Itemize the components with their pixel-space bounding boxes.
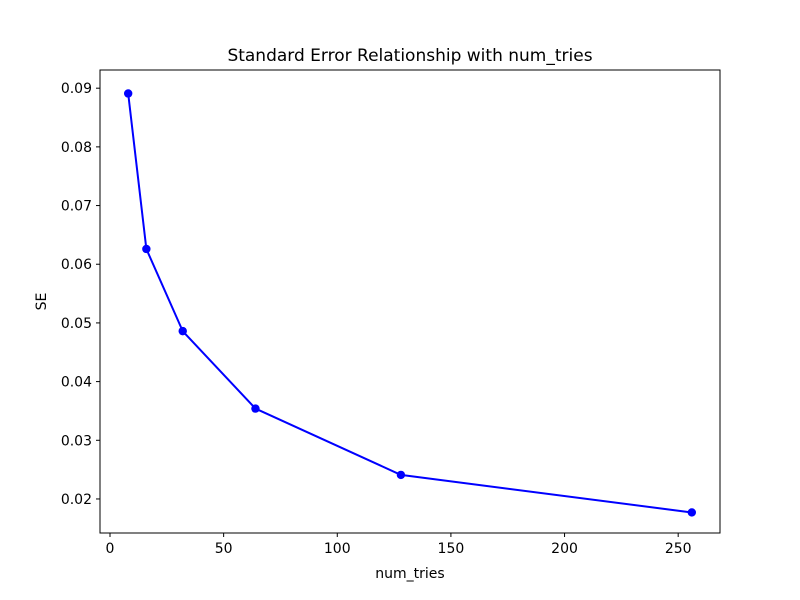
data-point xyxy=(142,244,151,254)
data-point xyxy=(687,508,697,517)
y-tick-label: 0.08 xyxy=(61,140,92,156)
data-point xyxy=(251,404,260,413)
y-tick-label: 0.05 xyxy=(61,316,92,332)
x-tick-label: 200 xyxy=(551,541,578,557)
x-tick-label: 100 xyxy=(324,541,351,557)
y-tick-label: 0.06 xyxy=(61,257,92,273)
chart-title: Standard Error Relationship with num_tri… xyxy=(227,46,592,66)
x-tick-label: 0 xyxy=(106,541,115,557)
x-tick-label: 250 xyxy=(665,541,692,557)
x-tick-label: 150 xyxy=(438,541,465,557)
y-axis-label: SE xyxy=(34,293,50,311)
data-series xyxy=(123,89,697,517)
data-point xyxy=(178,326,187,336)
x-tick-label: 50 xyxy=(215,541,233,557)
data-point xyxy=(123,89,133,98)
y-tick-label: 0.02 xyxy=(61,492,92,508)
x-axis-label: num_tries xyxy=(375,566,444,582)
plot-area-border xyxy=(99,69,721,534)
y-axis-ticks: 0.02 0.03 0.04 0.05 0.06 0.07 0.08 0.09 xyxy=(61,81,100,508)
y-tick-label: 0.07 xyxy=(61,199,92,215)
data-line xyxy=(127,93,692,514)
x-axis-ticks: 0 50 100 150 200 250 xyxy=(106,533,692,557)
y-tick-label: 0.09 xyxy=(61,81,92,97)
data-point xyxy=(396,470,406,480)
y-tick-label: 0.03 xyxy=(61,433,92,449)
y-tick-label: 0.04 xyxy=(61,375,92,391)
